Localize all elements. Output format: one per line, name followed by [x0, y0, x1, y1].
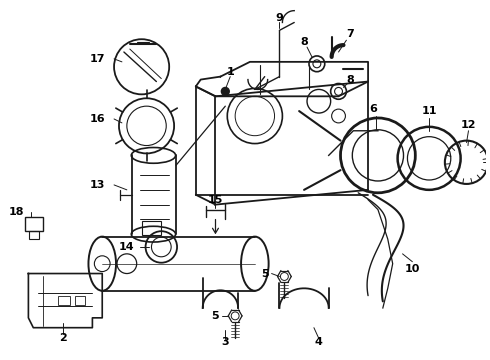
Text: 18: 18: [9, 207, 24, 217]
Text: 8: 8: [346, 75, 354, 85]
Text: 9: 9: [275, 13, 283, 23]
Text: 17: 17: [90, 54, 105, 64]
Bar: [25, 217, 43, 231]
Text: 5: 5: [212, 311, 220, 321]
Bar: [142, 221, 161, 235]
Text: 7: 7: [346, 29, 354, 39]
Circle shape: [221, 87, 229, 95]
Text: 3: 3: [221, 337, 229, 347]
Bar: [74, 296, 84, 305]
Text: 4: 4: [315, 337, 323, 347]
Text: 1: 1: [226, 67, 234, 77]
Text: 14: 14: [119, 242, 135, 252]
Text: 11: 11: [421, 106, 437, 116]
Text: 2: 2: [59, 333, 67, 342]
Text: 13: 13: [90, 180, 105, 190]
Text: 12: 12: [461, 120, 476, 130]
Text: 5: 5: [261, 269, 269, 279]
Text: 15: 15: [208, 195, 223, 205]
Text: 16: 16: [90, 114, 105, 124]
Bar: [58, 296, 70, 305]
Text: 8: 8: [300, 37, 308, 47]
Bar: [29, 231, 39, 239]
Text: 6: 6: [369, 104, 377, 114]
Text: 10: 10: [405, 264, 420, 274]
